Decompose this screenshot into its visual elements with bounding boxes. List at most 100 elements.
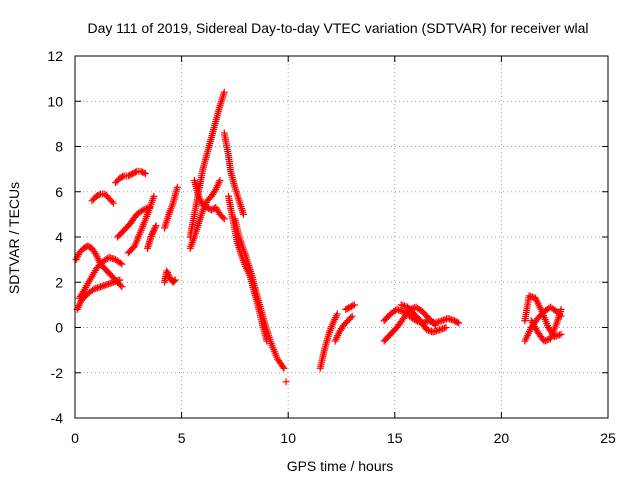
data-point [170, 277, 178, 285]
track-P [225, 192, 271, 345]
track-E [112, 167, 149, 187]
track-L [186, 176, 224, 252]
data-point [140, 169, 148, 177]
y-tick-label: -4 [51, 410, 64, 426]
data-point [95, 191, 103, 199]
y-tick-label: 10 [47, 93, 63, 109]
data-point [152, 222, 160, 230]
y-tick-label: 12 [47, 48, 63, 64]
data-points [72, 88, 565, 386]
track-V [380, 303, 439, 345]
data-point [430, 320, 438, 328]
y-tick-label: 6 [55, 184, 63, 200]
data-point [239, 210, 247, 218]
data-point [173, 183, 181, 191]
data-point [350, 301, 358, 309]
data-point [216, 176, 224, 184]
data-point [279, 363, 287, 371]
data-point [149, 228, 157, 236]
x-tick-label: 25 [600, 430, 616, 446]
data-point [220, 215, 228, 223]
axis-ticks [74, 55, 609, 419]
track-Q [282, 378, 290, 386]
data-point [150, 226, 158, 234]
data-point [348, 312, 356, 320]
data-point [150, 192, 158, 200]
track-O [231, 215, 288, 372]
data-point [219, 213, 227, 221]
data-point [282, 378, 290, 386]
track-R [316, 310, 341, 372]
x-tick-label: 10 [280, 430, 296, 446]
gridlines [75, 56, 608, 418]
x-tick-label: 5 [178, 430, 186, 446]
tick-labels: 0 5 10 15 20 25 -4 -2 0 2 4 6 8 10 12 [47, 48, 616, 446]
track-D [88, 190, 117, 207]
data-point [263, 337, 271, 345]
data-point [557, 330, 565, 338]
data-point [78, 289, 86, 297]
data-point [131, 168, 139, 176]
data-point [163, 269, 171, 277]
track-A [72, 242, 126, 291]
x-axis-label: GPS time / hours [287, 458, 394, 474]
y-tick-label: -2 [51, 365, 64, 381]
y-axis-label: SDTVAR / TECUs [6, 182, 22, 294]
data-point [164, 270, 172, 278]
data-point [557, 305, 565, 313]
x-tick-label: 20 [494, 430, 510, 446]
track-H [143, 222, 160, 252]
data-point [72, 256, 80, 264]
data-point [116, 281, 124, 289]
x-tick-label: 15 [387, 430, 403, 446]
data-point [333, 310, 341, 318]
data-point [163, 267, 171, 275]
track-C [75, 253, 126, 302]
data-point [148, 231, 156, 239]
y-tick-label: 0 [55, 320, 63, 336]
data-point [141, 170, 149, 178]
data-point [91, 249, 99, 257]
track-N [220, 129, 247, 218]
track-U [380, 305, 463, 327]
track-F [114, 204, 154, 241]
data-point [455, 319, 463, 327]
data-point [109, 199, 117, 207]
data-point [108, 198, 116, 206]
track-Z [527, 305, 565, 345]
y-tick-label: 8 [55, 139, 63, 155]
data-point [151, 225, 159, 233]
data-point [89, 286, 97, 294]
data-point [431, 321, 439, 329]
data-point [138, 207, 146, 215]
chart-title: Day 111 of 2019, Sidereal Day-to-day VTE… [87, 20, 588, 36]
y-tick-label: 4 [55, 229, 63, 245]
track-T [342, 301, 358, 313]
data-point [347, 314, 355, 322]
data-point [119, 173, 127, 181]
track-J [161, 183, 181, 232]
data-point [151, 223, 159, 231]
data-point [349, 302, 357, 310]
data-point [148, 229, 156, 237]
data-point [220, 88, 228, 96]
y-tick-label: 2 [55, 274, 63, 290]
data-point [442, 324, 450, 331]
data-point [118, 283, 126, 291]
data-point [118, 260, 126, 268]
plot-frame [74, 55, 609, 419]
data-point [453, 318, 461, 326]
x-tick-label: 0 [71, 430, 79, 446]
track-I [161, 267, 179, 286]
track-W [397, 301, 450, 336]
data-point [116, 276, 124, 284]
track-S [331, 312, 356, 345]
data-point [116, 259, 124, 267]
data-point [171, 276, 179, 284]
data-point [280, 364, 288, 372]
track-G [124, 192, 158, 257]
track-M [190, 176, 228, 223]
data-point [211, 187, 219, 195]
track-B [73, 276, 124, 313]
